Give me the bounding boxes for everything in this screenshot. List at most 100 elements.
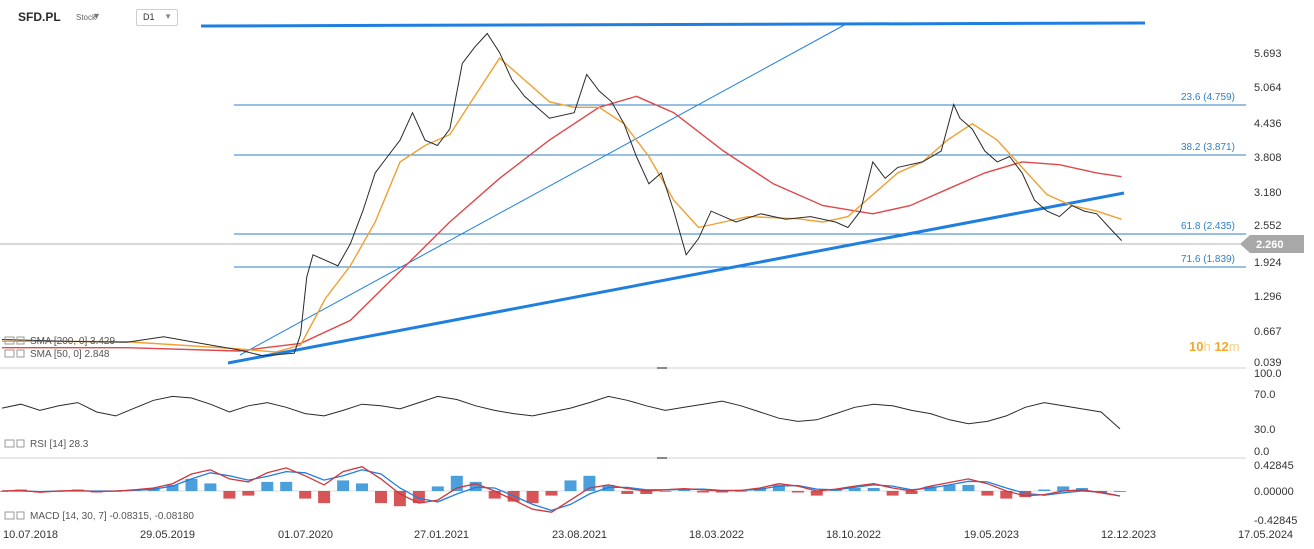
rsi-tick: 70.0 <box>1254 389 1275 401</box>
close-icon[interactable] <box>16 511 25 520</box>
macd-signal-line <box>2 469 1121 512</box>
macd-histogram-bar <box>1114 491 1126 492</box>
pane-resize-handle[interactable] <box>657 457 667 459</box>
macd-histogram-bar <box>356 483 368 491</box>
macd-histogram-bar <box>924 486 937 491</box>
macd-histogram-bar <box>337 480 350 491</box>
legend-macd[interactable]: MACD [14, 30, 7] -0.08315, -0.08180 <box>4 511 194 522</box>
fib-label: 23.6 (4.759) <box>1181 92 1235 103</box>
date-tick: 18.10.2022 <box>826 529 881 541</box>
macd-histogram-bar <box>943 484 956 491</box>
date-tick: 19.05.2023 <box>964 529 1019 541</box>
macd-histogram-bar <box>318 491 331 504</box>
fib-label: 61.8 (2.435) <box>1181 221 1235 232</box>
date-tick: 17.05.2024 <box>1238 529 1293 541</box>
macd-histogram-bar <box>962 484 975 491</box>
price-tick: 3.808 <box>1254 152 1282 164</box>
date-tick: 27.01.2021 <box>414 529 469 541</box>
legend-macd-label: MACD [14, 30, 7] -0.08315, -0.08180 <box>30 511 194 522</box>
macd-histogram-bar <box>981 491 994 496</box>
settings-icon[interactable] <box>4 439 15 448</box>
macd-histogram-bar <box>848 488 861 491</box>
price-tick: 3.180 <box>1254 187 1282 199</box>
macd-histogram-bar <box>469 481 482 491</box>
macd-histogram-bar <box>772 484 785 491</box>
date-tick: 12.12.2023 <box>1101 529 1156 541</box>
macd-histogram-bar <box>185 478 198 491</box>
fib-label: 71.6 (1.839) <box>1181 254 1235 265</box>
price-tick: 1.296 <box>1254 291 1282 303</box>
macd-axis: 0.42845 0.00000 -0.42845 <box>1254 460 1297 527</box>
date-tick: 23.08.2021 <box>552 529 607 541</box>
settings-icon[interactable] <box>4 349 15 358</box>
macd-histogram-bar <box>242 491 255 496</box>
price-tick: 5.064 <box>1254 82 1282 94</box>
countdown-hours: 10 <box>1189 339 1204 354</box>
macd-histogram-bar <box>223 491 236 499</box>
macd-histogram-bar <box>375 491 387 504</box>
legend-rsi-label: RSI [14] 28.3 <box>30 439 89 450</box>
fib-label: 38.2 (3.871) <box>1181 142 1235 153</box>
pane-resize-handle[interactable] <box>657 367 667 369</box>
chevron-down-icon[interactable]: ▼ <box>164 12 172 21</box>
legend-sma50-label: SMA [50, 0] 2.848 <box>30 349 110 360</box>
instrument-type: Stock <box>76 13 97 22</box>
macd-histogram-bar <box>299 491 312 499</box>
legend-sma200-label: SMA [200, 0] 3.429 <box>30 336 115 347</box>
price-tick: 5.693 <box>1254 48 1282 60</box>
last-price-box: 2.260 <box>1240 235 1304 253</box>
macd-histogram-bar <box>431 486 444 491</box>
price-tick: 0.667 <box>1254 326 1282 338</box>
close-icon[interactable] <box>16 336 25 345</box>
legend-sma200[interactable]: SMA [200, 0] 3.429 <box>4 336 115 347</box>
settings-icon[interactable] <box>4 336 15 345</box>
countdown-minutes-unit: m <box>1228 339 1240 354</box>
channel-line[interactable] <box>239 22 849 356</box>
macd-line <box>1 465 1121 513</box>
macd-tick: 0.00000 <box>1254 486 1294 498</box>
settings-icon[interactable] <box>4 511 15 520</box>
rsi-line <box>1 395 1121 430</box>
macd-histogram-bar <box>659 491 672 492</box>
candle-countdown: 10h 12m <box>1189 339 1240 354</box>
macd-histogram-bar <box>867 488 880 491</box>
macd-histogram-bar <box>810 491 823 496</box>
countdown-minutes: 12 <box>1214 339 1229 354</box>
date-tick: 01.07.2020 <box>278 529 333 541</box>
macd-histogram-bar <box>640 491 653 494</box>
price-tick: 1.924 <box>1254 257 1282 269</box>
price-line <box>1 32 1122 357</box>
macd-histogram-bar <box>1000 491 1013 499</box>
countdown-hours-unit: h <box>1203 339 1211 354</box>
macd-histogram-bar <box>678 489 691 491</box>
sma200-line <box>2 95 1122 352</box>
macd-histogram-bar <box>564 480 577 491</box>
macd-histogram-bar <box>412 491 425 504</box>
legend-sma50[interactable]: SMA [50, 0] 2.848 <box>4 349 110 360</box>
support-line[interactable] <box>227 191 1125 365</box>
price-tick: 2.552 <box>1254 220 1282 232</box>
price-axis: 5.693 5.064 4.436 3.808 3.180 2.552 1.92… <box>1254 48 1282 369</box>
price-tick: 4.436 <box>1254 118 1282 130</box>
macd-histogram-bar <box>716 491 729 493</box>
close-icon[interactable] <box>16 439 25 448</box>
rsi-tick: 30.0 <box>1254 424 1275 436</box>
macd-histogram-bar <box>791 491 804 493</box>
fib-levels: 23.6 (4.759) 38.2 (3.871) 61.8 (2.435) 7… <box>234 92 1246 268</box>
macd-histogram-bar <box>166 484 179 491</box>
legend-rsi[interactable]: RSI [14] 28.3 <box>4 439 89 450</box>
symbol-name[interactable]: SFD.PL <box>18 10 61 24</box>
trend-lines <box>200 21 1146 365</box>
close-icon[interactable] <box>16 349 25 358</box>
timeframe-select[interactable]: D1 ▼ <box>136 9 178 26</box>
sma50-line <box>1 57 1122 353</box>
resistance-line[interactable] <box>200 21 1146 28</box>
macd-histogram-bar <box>488 491 501 499</box>
macd-tick: 0.42845 <box>1254 460 1294 472</box>
rsi-axis: 100.0 70.0 30.0 0.0 <box>1254 368 1282 458</box>
chevron-down-icon[interactable]: ▼ <box>92 11 101 21</box>
price-tick: 0.039 <box>1254 357 1282 369</box>
last-price-label: 2.260 <box>1256 239 1284 251</box>
macd-histogram-bar <box>280 481 293 491</box>
